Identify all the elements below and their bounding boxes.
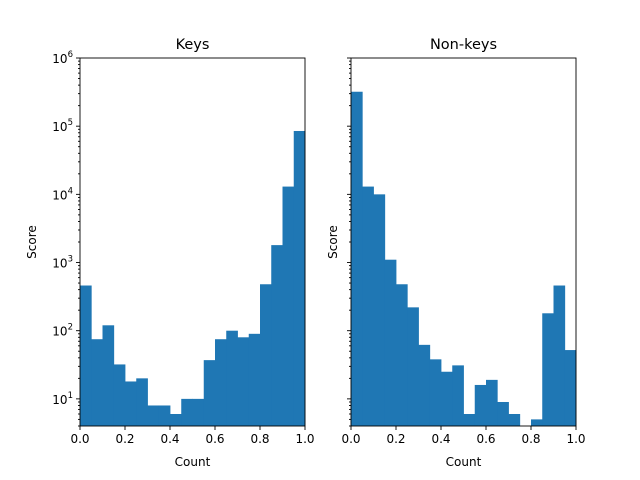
x-tick-label: 0.0	[70, 432, 89, 446]
histogram-bar	[474, 384, 487, 426]
histogram-bar	[215, 339, 227, 426]
histogram-bar	[542, 313, 554, 426]
histogram-bar	[203, 360, 216, 426]
histogram-bar	[486, 379, 498, 426]
x-tick-label: 1.0	[566, 432, 585, 446]
x-tick-label: 0.8	[521, 432, 540, 446]
chart-title: Non-keys	[430, 37, 497, 53]
histogram-bar	[373, 194, 386, 426]
histogram-bar	[407, 307, 419, 426]
histogram-bar	[282, 186, 295, 426]
y-tick-label: 106	[52, 50, 73, 66]
x-tick-label: 0.2	[115, 432, 134, 446]
y-tick-label: 104	[52, 186, 73, 202]
y-tick-label: 105	[52, 118, 73, 134]
histogram-bar	[441, 371, 453, 426]
x-tick-label: 0.0	[341, 432, 360, 446]
y-tick-label: 102	[52, 323, 73, 339]
histogram-bar	[384, 259, 397, 426]
histogram-bar	[113, 364, 126, 426]
histogram-bar	[181, 398, 193, 426]
histogram-bar	[452, 365, 464, 426]
histogram-bar	[463, 413, 476, 426]
histogram-bar	[351, 91, 363, 426]
histogram-bar	[418, 344, 431, 426]
x-tick-label: 0.6	[205, 432, 224, 446]
x-tick-label: 1.0	[295, 432, 314, 446]
x-axis-label: Count	[175, 455, 211, 469]
y-tick-label: 101	[52, 391, 73, 407]
x-tick-label: 0.2	[386, 432, 405, 446]
histogram-bar	[136, 378, 148, 426]
x-axis-label: Count	[446, 455, 482, 469]
histogram-bar	[260, 284, 272, 426]
histogram-bar	[248, 333, 261, 426]
histogram-bar	[293, 130, 306, 426]
x-tick-label: 0.6	[476, 432, 495, 446]
histogram-bar	[564, 350, 577, 426]
histogram-bar	[91, 339, 103, 426]
histogram-bar	[362, 186, 374, 426]
panel-keys: 0.0 0.2 0.4 0.6 0.8 1.0 101 102 103 104 105 106 Keys…	[25, 37, 315, 469]
histogram-bar	[147, 405, 160, 426]
histogram-bar	[226, 330, 238, 426]
histogram-bar	[80, 285, 92, 426]
x-tick-label: 0.8	[250, 432, 269, 446]
x-tick-label: 0.4	[431, 432, 450, 446]
x-tick-label: 0.4	[160, 432, 179, 446]
y-axis-label: Score	[326, 225, 340, 259]
histogram-bar	[497, 401, 509, 426]
y-tick-label: 103	[52, 255, 73, 271]
histogram-bar	[553, 285, 566, 426]
histogram-bar	[429, 359, 442, 426]
histogram-bar	[271, 245, 283, 426]
histogram-bar	[396, 284, 408, 426]
histogram-bar	[125, 381, 137, 426]
histogram-bar	[158, 405, 171, 426]
histogram-bar	[192, 398, 205, 426]
histogram-bar	[102, 325, 115, 426]
histogram-bar	[170, 413, 182, 426]
y-axis-label: Score	[25, 225, 39, 259]
histogram-bar	[237, 337, 250, 426]
panel-non-keys: 0.0 0.2 0.4 0.6 0.8 1.0 Non-keys Count Score	[326, 37, 586, 469]
chart-title: Keys	[176, 37, 210, 53]
histogram-bar	[508, 413, 521, 426]
histogram-bar	[531, 419, 543, 426]
